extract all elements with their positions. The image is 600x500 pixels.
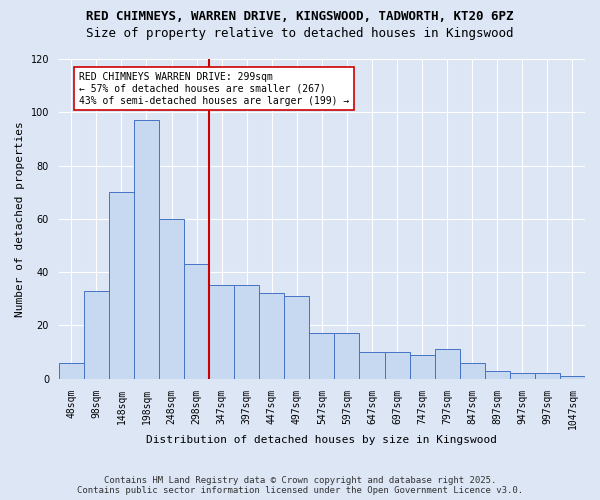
Bar [385, 352, 410, 378]
Text: Size of property relative to detached houses in Kingswood: Size of property relative to detached ho… [86, 28, 514, 40]
Bar [84, 290, 109, 378]
Bar [510, 374, 535, 378]
Text: RED CHIMNEYS WARREN DRIVE: 299sqm
← 57% of detached houses are smaller (267)
43%: RED CHIMNEYS WARREN DRIVE: 299sqm ← 57% … [79, 72, 349, 106]
Bar [485, 370, 510, 378]
Text: RED CHIMNEYS, WARREN DRIVE, KINGSWOOD, TADWORTH, KT20 6PZ: RED CHIMNEYS, WARREN DRIVE, KINGSWOOD, T… [86, 10, 514, 23]
Bar [159, 219, 184, 378]
Bar [259, 294, 284, 378]
Bar [284, 296, 310, 378]
Bar [234, 286, 259, 378]
X-axis label: Distribution of detached houses by size in Kingswood: Distribution of detached houses by size … [146, 435, 497, 445]
Bar [134, 120, 159, 378]
Bar [560, 376, 585, 378]
Bar [59, 362, 84, 378]
Bar [460, 362, 485, 378]
Bar [334, 334, 359, 378]
Bar [310, 334, 334, 378]
Bar [359, 352, 385, 378]
Text: Contains HM Land Registry data © Crown copyright and database right 2025.
Contai: Contains HM Land Registry data © Crown c… [77, 476, 523, 495]
Bar [184, 264, 209, 378]
Bar [410, 354, 434, 378]
Bar [109, 192, 134, 378]
Bar [209, 286, 234, 378]
Y-axis label: Number of detached properties: Number of detached properties [15, 121, 25, 316]
Bar [535, 374, 560, 378]
Bar [434, 350, 460, 378]
